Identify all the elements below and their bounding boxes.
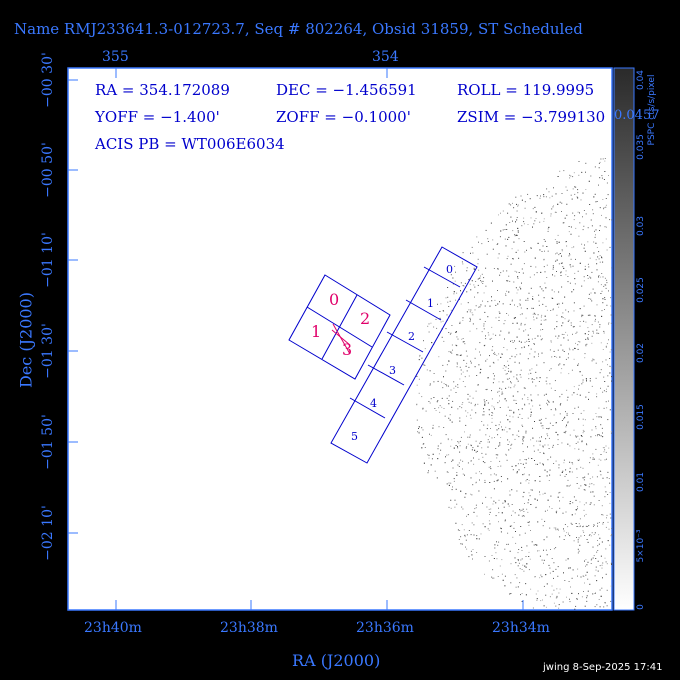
colorbar-tick: 0.03	[636, 215, 646, 237]
colorbar-tick: 0.015	[636, 404, 646, 430]
acis-i-outline	[288, 274, 391, 380]
x-tick-label: 23h36m	[356, 620, 414, 636]
x-tick-label: 23h34m	[492, 620, 550, 636]
acis-i-array	[288, 274, 391, 380]
colorbar-tick: 0.04	[636, 69, 646, 91]
colorbar	[613, 67, 635, 611]
acis-s-array	[330, 246, 478, 464]
colorbar-tick: 0.025	[636, 277, 646, 303]
colorbar-tick: 0.02	[636, 342, 646, 364]
y-tick-label: −01 30'	[40, 323, 56, 379]
credit-line: jwing 8-Sep-2025 17:41	[543, 662, 663, 673]
acis-s-chip-5: 5	[351, 430, 358, 443]
zoff-readout: ZOFF = −0.1000'	[276, 108, 411, 126]
x-tick-label: 23h40m	[84, 620, 142, 636]
ra-readout: RA = 354.172089	[95, 81, 230, 99]
colorbar-tick: 0.035	[636, 134, 646, 160]
y-tick-label: −00 50'	[40, 142, 56, 198]
y-tick-label: −00 30'	[40, 52, 56, 108]
roll-readout: ROLL = 119.9995	[457, 81, 595, 99]
colorbar-tick: 0	[636, 604, 646, 610]
plot-title: Name RMJ233641.3-012723.7, Seq # 802264,…	[14, 20, 583, 38]
acis-s-chip-2: 2	[408, 330, 415, 343]
dec-readout: DEC = −1.456591	[276, 81, 417, 99]
acis-i-chip-1: 1	[311, 322, 322, 341]
y-tick-label: −01 10'	[40, 232, 56, 288]
y-tick-label: −01 50'	[40, 414, 56, 470]
acis-i-chip-2: 2	[360, 309, 371, 328]
y-tick-label: −02 10'	[40, 505, 56, 561]
acis-s-chip-3: 3	[389, 364, 396, 377]
acis-s-chip-4: 4	[370, 397, 377, 410]
acis-s-chip-1: 1	[427, 297, 434, 310]
top-tick-355: 355	[102, 49, 129, 65]
xray-emission	[416, 158, 612, 610]
axis-ticks	[68, 68, 524, 610]
acis-i-chip-3: 3	[342, 340, 353, 359]
x-tick-label: 23h38m	[220, 620, 278, 636]
y-axis-label: Dec (J2000)	[16, 292, 36, 388]
colorbar-tick: 5×10⁻³	[636, 529, 646, 563]
zsim-readout: ZSIM = −3.799130	[457, 108, 606, 126]
acis-pb-readout: ACIS PB = WT006E6034	[95, 135, 285, 153]
acis-s-chip-0: 0	[446, 263, 453, 276]
acis-i-chip-0: 0	[329, 290, 340, 309]
yoff-readout: YOFF = −1.400'	[95, 108, 220, 126]
colorbar-max-value: 0.0457	[614, 108, 660, 123]
top-tick-354: 354	[372, 49, 399, 65]
x-axis-label: RA (J2000)	[292, 651, 381, 670]
acis-s-outline	[330, 246, 478, 464]
colorbar-tick: 0.01	[636, 471, 646, 493]
plot-frame	[67, 67, 613, 611]
